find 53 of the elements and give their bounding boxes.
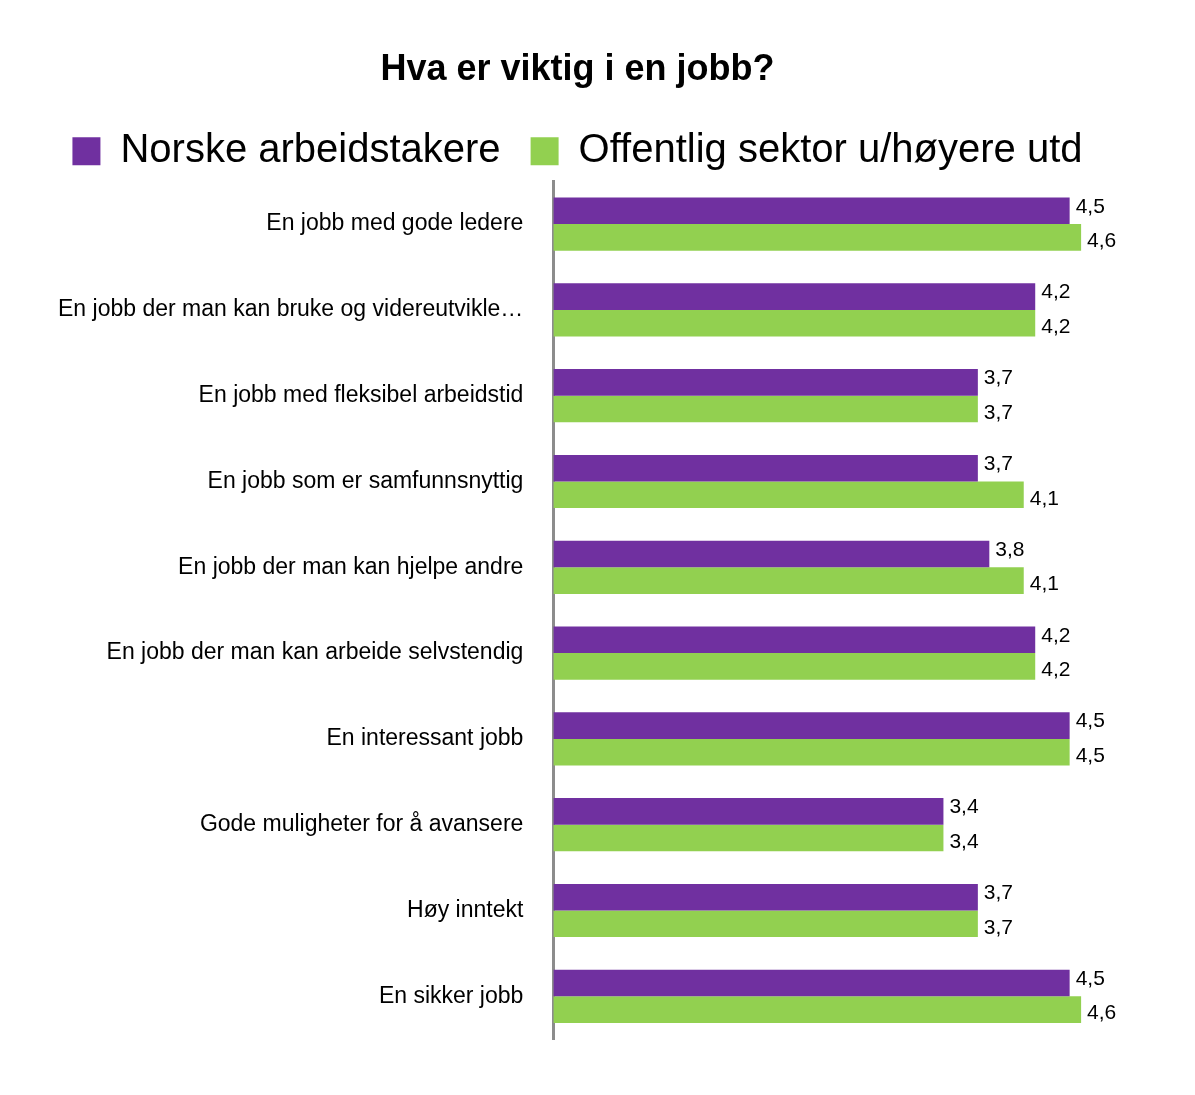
y-tick-label: En jobb med gode ledere <box>266 209 524 236</box>
bar <box>553 626 1036 654</box>
data-label: 4,2 <box>1041 657 1071 681</box>
y-tick-label: En jobb som er samfunnsnyttig <box>207 466 524 493</box>
bar <box>553 197 1070 225</box>
data-label: 4,1 <box>1029 485 1059 509</box>
bar <box>553 454 978 482</box>
bar <box>553 996 1082 1023</box>
legend-label: Offentlig sektor u/høyere utd <box>578 126 1083 171</box>
data-label: 3,8 <box>995 536 1025 560</box>
y-tick-label: En jobb der man kan bruke og videreutvikle… <box>57 295 524 322</box>
y-tick-label: Gode muligheter for å avansere <box>199 810 524 837</box>
y-tick-label: Høy inntekt <box>407 895 524 922</box>
bar <box>553 910 978 938</box>
bar <box>553 567 1024 594</box>
y-tick-label: En jobb der man kan arbeide selvstendig <box>106 638 524 665</box>
data-label: 3,4 <box>949 794 979 818</box>
bar <box>553 712 1070 739</box>
data-label: 3,7 <box>983 399 1014 423</box>
data-label: 4,5 <box>1075 743 1105 766</box>
bar <box>553 824 944 852</box>
bar <box>553 653 1036 680</box>
data-label: 4,5 <box>1075 708 1105 732</box>
bar <box>553 540 990 568</box>
bar <box>553 883 978 911</box>
data-label: 3,7 <box>983 880 1014 903</box>
y-tick-label: En interessant jobb <box>326 724 524 751</box>
chart-title: Hva er viktig i en jobb? <box>380 46 775 88</box>
data-label: 4,2 <box>1041 314 1071 337</box>
data-label: 3,7 <box>983 914 1014 938</box>
bar <box>553 395 978 423</box>
y-tick-label: En jobb der man kan hjelpe andre <box>178 552 524 579</box>
data-label: 4,5 <box>1075 193 1105 217</box>
bar <box>553 969 1070 997</box>
data-label: 4,5 <box>1075 965 1105 989</box>
legend-label: Norske arbeidstakere <box>120 126 501 171</box>
data-label: 3,7 <box>983 365 1014 389</box>
data-label: 4,2 <box>1041 622 1071 646</box>
bar <box>553 481 1024 509</box>
data-label: 4,6 <box>1087 1000 1117 1024</box>
data-label: 3,7 <box>983 451 1014 474</box>
bar <box>553 224 1082 251</box>
bar <box>553 283 1036 310</box>
bar <box>553 798 944 825</box>
data-label: 4,6 <box>1087 228 1117 252</box>
y-tick-label: En sikker jobb <box>378 981 524 1008</box>
data-label: 4,2 <box>1041 279 1071 303</box>
bar <box>553 309 1036 337</box>
data-label: 4,1 <box>1029 571 1059 595</box>
y-tick-label: En jobb med fleksibel arbeidstid <box>198 381 524 408</box>
bar <box>553 369 978 396</box>
bar <box>553 738 1070 766</box>
data-label: 3,4 <box>949 828 979 852</box>
